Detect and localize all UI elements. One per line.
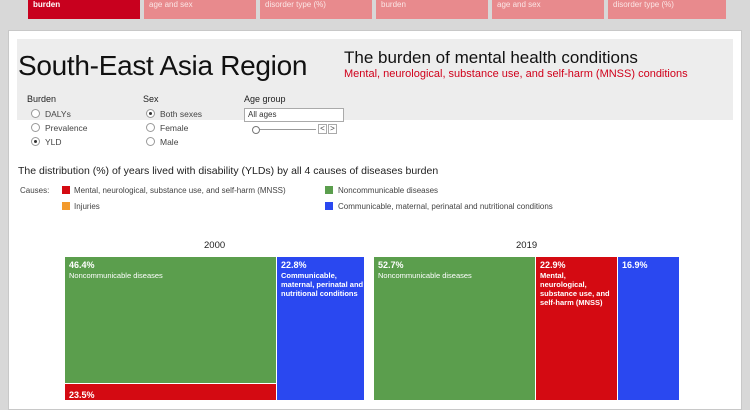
tab-label: age and sex — [149, 0, 193, 9]
treemap-2019-cell-ncd: 52.7% Noncommunicable diseases — [374, 257, 535, 400]
tab-label: disorder type (%) — [613, 0, 674, 9]
cell-value: 46.4% — [69, 260, 95, 270]
age-group-label: Age group — [244, 94, 286, 104]
region-title: South-East Asia Region — [18, 50, 308, 81]
cell-value: 23.5% — [69, 390, 95, 400]
burden-label: Burden — [27, 94, 57, 104]
cell-label: Noncommunicable diseases — [69, 271, 163, 280]
age-slider-track[interactable] — [256, 129, 316, 130]
legend-swatch-mnss — [62, 186, 70, 194]
cell-label: Noncommunicable diseases — [378, 271, 472, 280]
radio-button[interactable] — [31, 109, 40, 118]
radio-button[interactable] — [146, 123, 155, 132]
cell-value: 22.8% — [281, 260, 307, 270]
tab-label: disorder type (%) — [265, 0, 326, 9]
radio-label: Male — [160, 137, 179, 147]
chart-year-2019: 2019 — [516, 240, 538, 251]
age-group-select[interactable]: All ages — [244, 108, 344, 122]
page-subtitle: Mental, neurological, substance use, and… — [344, 68, 688, 80]
cell-label: Mental, neurological, substance use, and… — [540, 271, 610, 307]
cell-value: 22.9% — [540, 260, 566, 270]
legend-swatch-ncd — [325, 186, 333, 194]
tab-disorder-type[interactable]: disorder type (%) — [260, 0, 372, 19]
radio-label: YLD — [45, 137, 62, 147]
tab-burden-2[interactable]: burden — [376, 0, 488, 19]
tab-label: age and sex — [497, 0, 541, 9]
distribution-title: The distribution (%) of years lived with… — [18, 165, 439, 177]
tab-label: burden — [381, 0, 406, 9]
legend-item-ncd: Noncommunicable diseases — [338, 186, 439, 195]
cell-value: 52.7% — [378, 260, 404, 270]
tab-disorder-type-2[interactable]: disorder type (%) — [608, 0, 726, 19]
chart-year-2000: 2000 — [204, 240, 226, 251]
page-title: The burden of mental health conditions — [344, 48, 638, 67]
radio-button-selected[interactable] — [31, 137, 40, 146]
tab-label: burden — [33, 0, 61, 9]
tab-age-and-sex[interactable]: age and sex — [144, 0, 256, 19]
legend-item-injuries: Injuries — [74, 202, 100, 211]
radio-button[interactable] — [146, 137, 155, 146]
radio-label: Prevalence — [45, 123, 88, 133]
legend-swatch-communicable — [325, 202, 333, 210]
radio-button[interactable] — [31, 123, 40, 132]
treemap-2019-cell-mnss: 22.9% Mental, neurological, substance us… — [536, 257, 617, 400]
treemap-2019-cell-communicable: 16.9% — [618, 257, 679, 400]
legend-item-mnss: Mental, neurological, substance use, and… — [74, 186, 286, 195]
tab-burden[interactable]: burden — [28, 0, 140, 19]
cell-label: Communicable, maternal, perinatal and nu… — [281, 271, 364, 298]
radio-label: Both sexes — [160, 109, 203, 119]
tab-age-and-sex-2[interactable]: age and sex — [492, 0, 604, 19]
age-slider-handle[interactable] — [252, 126, 260, 134]
treemap-2000-cell-communicable: 22.8% Communicable, maternal, perinatal … — [277, 257, 364, 400]
treemap-2000-cell-mnss: 23.5% — [65, 384, 276, 400]
tab-bar: burden age and sex disorder type (%) bur… — [0, 0, 750, 20]
radio-button-selected[interactable] — [146, 109, 155, 118]
header-band — [17, 39, 733, 120]
radio-label: Female — [160, 123, 189, 133]
legend-swatch-injuries — [62, 202, 70, 210]
prev-button[interactable]: < — [318, 124, 327, 134]
treemap-2000-cell-ncd: 46.4% Noncommunicable diseases — [65, 257, 276, 383]
legend-causes-label: Causes: — [20, 186, 50, 195]
radio-label: DALYs — [45, 109, 71, 119]
cell-value: 16.9% — [622, 260, 648, 270]
next-button[interactable]: > — [328, 124, 337, 134]
sex-label: Sex — [143, 94, 159, 104]
legend-item-communicable: Communicable, maternal, perinatal and nu… — [338, 202, 553, 211]
